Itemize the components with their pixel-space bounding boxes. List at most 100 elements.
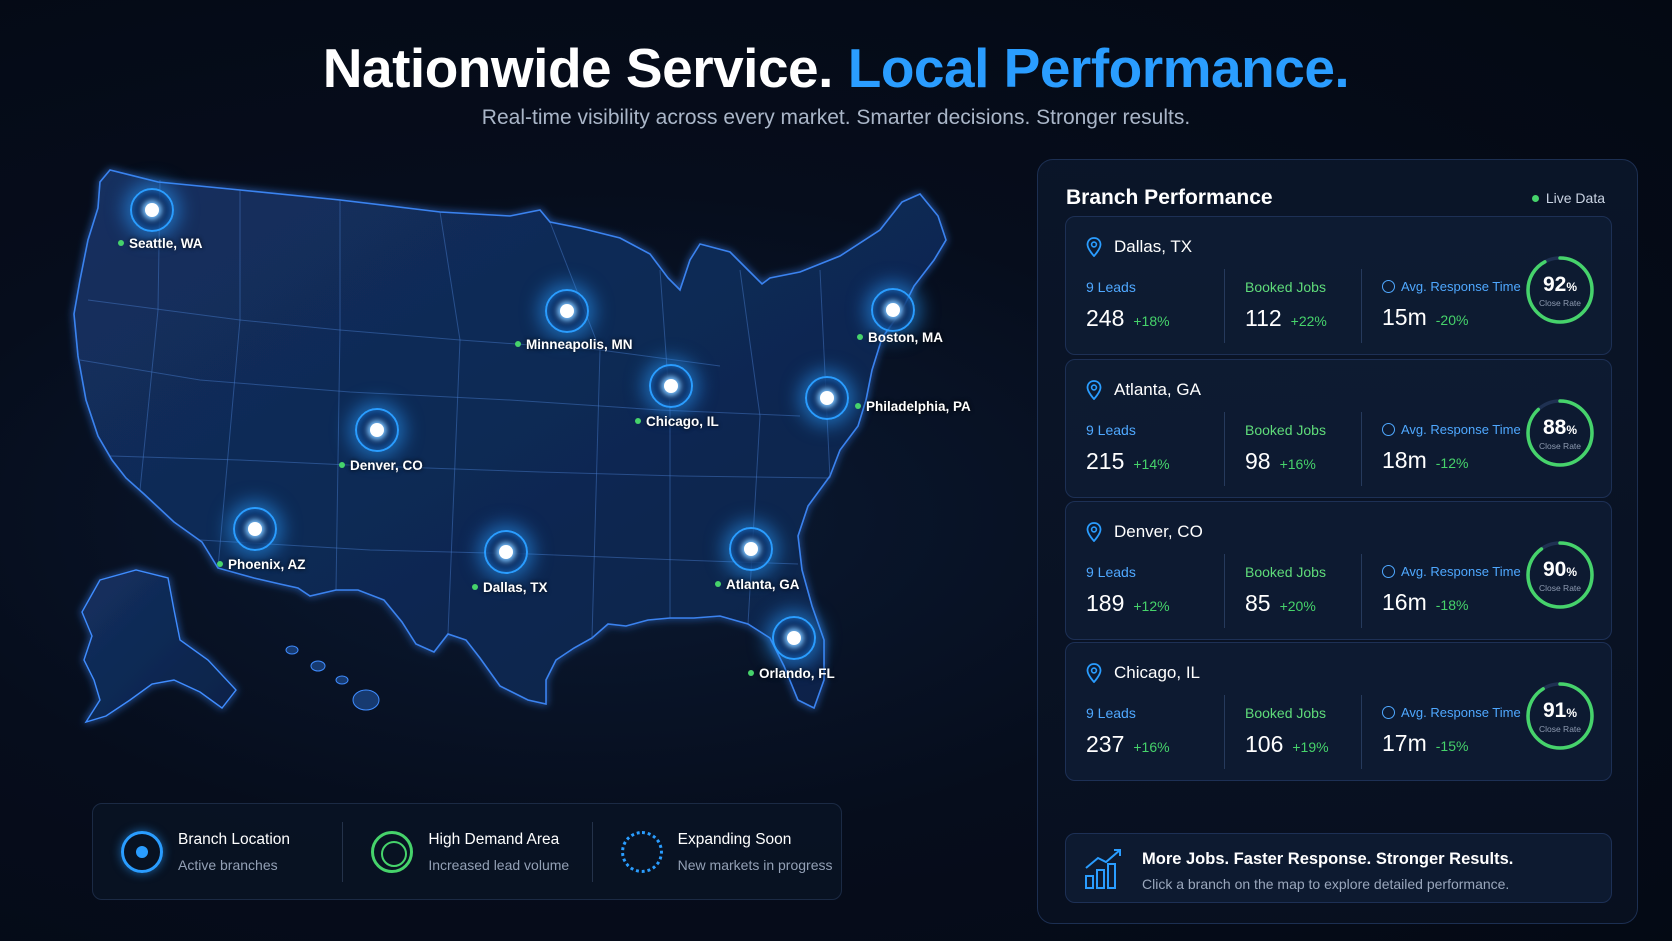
leads-metric: 9 Leads 237 +16% [1086,705,1170,758]
branch-marker-icon [871,288,915,332]
branch-performance-panel: Branch Performance Live Data Dallas, TX 9… [1037,159,1638,924]
branch-card[interactable]: Atlanta, GA 9 Leads 215 +14% Booked Jobs 98 +1… [1065,359,1612,498]
panel-title: Branch Performance [1066,186,1273,209]
booked-change: +22% [1290,313,1327,329]
hero-title-main: Nationwide Service. [322,37,834,99]
branch-card[interactable]: Denver, CO 9 Leads 189 +12% Booked Jobs 85 +20… [1065,501,1612,640]
summary-banner: More Jobs. Faster Response. Stronger Res… [1065,833,1612,903]
leads-metric: 9 Leads 189 +12% [1086,564,1170,617]
booked-jobs-metric: Booked Jobs 98 +16% [1224,412,1326,486]
response-change: -20% [1435,312,1469,328]
branch-name: Chicago, IL [1114,663,1200,682]
response-value: 15m [1382,304,1427,330]
hero-title: Nationwide Service. Local Performance. [0,36,1672,100]
booked-label: Booked Jobs [1245,422,1326,438]
map-marker-label: Denver, CO [339,458,423,473]
map-marker-label: Seattle, WA [118,236,203,251]
legend-item-branch: Branch Location Active branches [93,822,342,882]
response-label: Avg. Response Time [1401,422,1521,437]
us-map[interactable]: Seattle, WA Minneapolis, MN Boston, MA C… [40,160,1020,780]
branch-card[interactable]: Chicago, IL 9 Leads 237 +16% Booked Jobs 106 +… [1065,642,1612,781]
booked-change: +20% [1279,598,1316,614]
location-pin-icon [1086,237,1102,257]
booked-jobs-metric: Booked Jobs 85 +20% [1224,554,1326,628]
summary-subtitle: Click a branch on the map to explore det… [1142,876,1510,892]
booked-value: 112 [1245,305,1282,331]
leads-label: 9 Leads [1086,422,1136,438]
branch-card-header: Denver, CO [1086,522,1203,542]
clock-icon [1382,280,1395,293]
booked-jobs-metric: Booked Jobs 112 +22% [1224,269,1327,343]
branch-card[interactable]: Dallas, TX 9 Leads 248 +18% Booked Jobs 112 +2… [1065,216,1612,355]
branch-card-header: Atlanta, GA [1086,380,1201,400]
close-rate-arc [1526,256,1594,324]
legend-item-expanding: Expanding Soon New markets in progress [591,821,841,882]
location-pin-icon [1086,380,1102,400]
legend-title: High Demand Area [428,830,560,848]
clock-icon [1382,565,1395,578]
location-pin-icon [1086,522,1102,542]
hero-subtitle: Real-time visibility across every market… [481,106,1191,129]
branch-marker-icon [649,364,693,408]
booked-change: +16% [1279,456,1316,472]
map-marker-label: Philadelphia, PA [855,399,971,414]
leads-value: 237 [1086,731,1125,757]
response-value: 16m [1382,589,1427,615]
clock-icon [1382,423,1395,436]
live-data-badge: Live Data [1532,190,1605,206]
leads-value: 248 [1086,305,1125,331]
branch-location-icon [121,830,163,873]
branch-marker-icon [355,408,399,452]
leads-change: +12% [1133,598,1170,614]
branch-marker-icon [233,507,277,551]
booked-value: 106 [1245,731,1284,757]
response-change: -15% [1435,738,1469,754]
close-rate-label: Close Rate [1538,298,1582,308]
branch-name: Dallas, TX [1114,237,1193,256]
branch-marker-icon [805,376,849,420]
branch-marker-icon [484,530,528,574]
expanding-soon-icon [620,830,663,873]
booked-value: 98 [1245,448,1271,474]
map-marker-label: Phoenix, AZ [217,557,306,572]
location-pin-icon [1086,663,1102,683]
response-time-metric: Avg. Response Time 18m -12% [1361,412,1521,486]
leads-value: 215 [1086,448,1125,474]
clock-icon [1382,706,1395,719]
close-rate-arc [1526,399,1594,467]
close-rate-value: 92 [1542,273,1567,296]
close-rate-value: 90 [1542,558,1567,581]
close-rate-gauge: 92% Close Rate [1522,252,1598,328]
close-rate-value: 88 [1542,416,1567,439]
leads-metric: 9 Leads 215 +14% [1086,422,1170,475]
map-marker-label: Boston, MA [857,330,943,345]
branch-name: Atlanta, GA [1114,380,1201,399]
summary-title: More Jobs. Faster Response. Stronger Res… [1142,850,1514,868]
close-rate-arc [1526,541,1594,609]
response-time-metric: Avg. Response Time 17m -15% [1361,695,1521,769]
close-rate-label: Close Rate [1538,441,1582,451]
branch-marker-icon [130,188,174,232]
branch-card-header: Chicago, IL [1086,663,1200,683]
leads-label: 9 Leads [1086,564,1136,580]
booked-value: 85 [1245,590,1271,616]
leads-metric: 9 Leads 248 +18% [1086,279,1170,332]
response-value: 18m [1382,447,1427,473]
leads-label: 9 Leads [1086,279,1136,295]
legend-item-demand: High Demand Area Increased lead volume [342,821,591,882]
close-rate-arc [1526,682,1594,750]
booked-label: Booked Jobs [1245,705,1326,721]
response-label: Avg. Response Time [1401,705,1521,720]
booked-label: Booked Jobs [1245,279,1326,295]
branch-marker-icon [545,289,589,333]
leads-change: +14% [1133,456,1170,472]
legend-desc: Increased lead volume [428,856,570,873]
leads-change: +18% [1133,313,1170,329]
response-label: Avg. Response Time [1401,279,1521,294]
branch-marker-icon [772,616,816,660]
branch-card-header: Dallas, TX [1086,237,1192,257]
map-marker-label: Orlando, FL [748,666,835,681]
branch-marker-icon [729,527,773,571]
leads-change: +16% [1133,739,1170,755]
response-value: 17m [1382,730,1427,756]
